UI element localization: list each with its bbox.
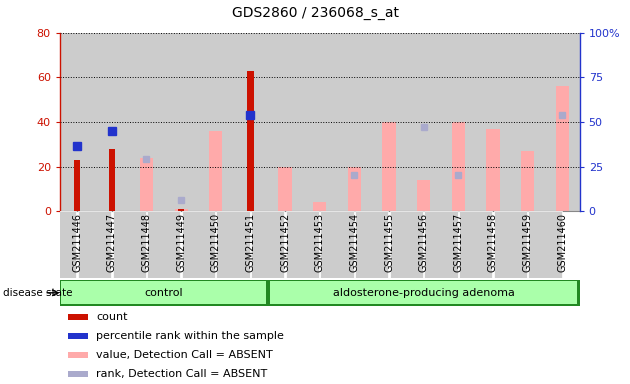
FancyBboxPatch shape <box>182 211 215 278</box>
Bar <box>60 33 94 211</box>
Text: GSM211455: GSM211455 <box>384 213 394 272</box>
Bar <box>198 33 233 211</box>
Bar <box>233 33 268 211</box>
Bar <box>209 131 222 211</box>
FancyBboxPatch shape <box>113 211 146 278</box>
Text: GSM211460: GSM211460 <box>558 213 567 271</box>
Bar <box>74 160 80 211</box>
Bar <box>129 33 164 211</box>
Text: rank, Detection Call = ABSENT: rank, Detection Call = ABSENT <box>96 369 268 379</box>
Text: GSM211446: GSM211446 <box>72 213 82 271</box>
Bar <box>302 33 337 211</box>
Bar <box>417 180 430 211</box>
Bar <box>268 280 580 306</box>
Bar <box>67 371 88 377</box>
FancyBboxPatch shape <box>355 211 388 278</box>
Text: GSM211450: GSM211450 <box>211 213 220 271</box>
Bar <box>348 167 361 211</box>
Bar <box>140 157 153 211</box>
FancyBboxPatch shape <box>147 211 180 278</box>
FancyBboxPatch shape <box>43 211 76 278</box>
Bar <box>441 33 476 211</box>
FancyBboxPatch shape <box>459 211 492 278</box>
FancyBboxPatch shape <box>529 211 561 278</box>
Bar <box>61 281 266 304</box>
FancyBboxPatch shape <box>217 211 249 278</box>
Bar <box>556 86 569 211</box>
Text: disease state: disease state <box>3 288 72 298</box>
Bar <box>278 167 292 211</box>
Bar <box>67 333 88 339</box>
Text: GSM211448: GSM211448 <box>142 213 151 271</box>
Text: GSM211451: GSM211451 <box>246 213 255 271</box>
Text: value, Detection Call = ABSENT: value, Detection Call = ABSENT <box>96 350 273 360</box>
Bar <box>313 202 326 211</box>
Text: GSM211456: GSM211456 <box>419 213 428 271</box>
FancyBboxPatch shape <box>494 211 527 278</box>
Bar <box>67 314 88 320</box>
Bar <box>545 33 580 211</box>
Text: GSM211457: GSM211457 <box>454 213 463 272</box>
Bar <box>60 280 268 306</box>
Text: count: count <box>96 312 128 322</box>
Bar <box>94 33 129 211</box>
Bar <box>270 281 577 304</box>
Bar <box>109 149 115 211</box>
Text: aldosterone-producing adenoma: aldosterone-producing adenoma <box>333 288 515 298</box>
Bar <box>175 209 188 211</box>
Text: GSM211452: GSM211452 <box>280 213 290 272</box>
Bar <box>178 209 184 211</box>
Text: GSM211459: GSM211459 <box>523 213 532 271</box>
FancyBboxPatch shape <box>390 211 423 278</box>
Bar <box>164 33 198 211</box>
Bar <box>521 151 534 211</box>
Bar <box>372 33 406 211</box>
Bar <box>337 33 372 211</box>
Bar <box>406 33 441 211</box>
Text: GSM211447: GSM211447 <box>107 213 117 271</box>
Bar <box>476 33 510 211</box>
Bar <box>510 33 545 211</box>
FancyBboxPatch shape <box>286 211 319 278</box>
FancyBboxPatch shape <box>78 211 111 278</box>
Text: percentile rank within the sample: percentile rank within the sample <box>96 331 284 341</box>
Bar <box>248 71 253 211</box>
Bar <box>268 33 302 211</box>
FancyBboxPatch shape <box>251 211 284 278</box>
Bar <box>382 122 396 211</box>
Text: GDS2860 / 236068_s_at: GDS2860 / 236068_s_at <box>231 7 399 20</box>
Text: GSM211454: GSM211454 <box>350 213 359 271</box>
FancyBboxPatch shape <box>425 211 457 278</box>
Text: GSM211449: GSM211449 <box>176 213 186 271</box>
Bar <box>452 122 465 211</box>
Text: GSM211453: GSM211453 <box>315 213 324 271</box>
Bar <box>486 129 500 211</box>
Text: control: control <box>144 288 183 298</box>
Bar <box>67 352 88 358</box>
Text: GSM211458: GSM211458 <box>488 213 498 271</box>
FancyBboxPatch shape <box>321 211 353 278</box>
